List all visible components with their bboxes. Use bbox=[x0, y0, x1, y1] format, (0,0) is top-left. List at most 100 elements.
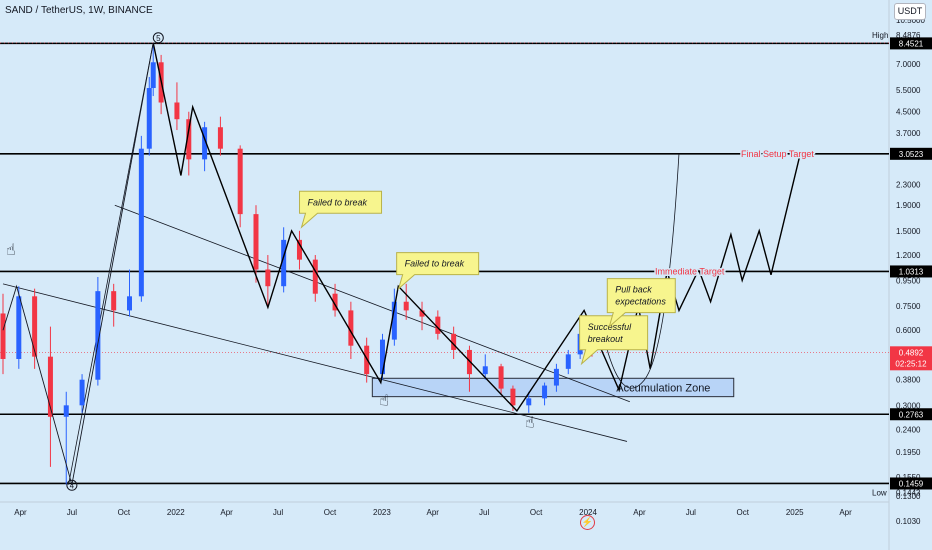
wave-marker bbox=[152, 32, 164, 44]
price-box bbox=[890, 37, 932, 50]
x-tick-label: Oct bbox=[324, 508, 337, 517]
high-value: 8.4876 bbox=[896, 31, 921, 40]
y-tick-label: 4.5000 bbox=[896, 108, 921, 117]
candle-body bbox=[150, 62, 156, 89]
zone-label: Accumulation Zone bbox=[616, 382, 710, 394]
callout-bubble bbox=[396, 252, 480, 291]
y-tick-label: 1.2000 bbox=[896, 251, 921, 260]
candle-body bbox=[332, 293, 338, 311]
y-tick-label: 0.1030 bbox=[896, 517, 921, 526]
candle-body bbox=[217, 127, 223, 149]
candle-body bbox=[391, 301, 397, 340]
wave-label: 5 bbox=[156, 34, 161, 43]
candle-body bbox=[174, 102, 180, 120]
y-tick-label: 0.3800 bbox=[896, 376, 921, 385]
callout: Successful breakout bbox=[579, 315, 649, 366]
callout-bubble bbox=[579, 315, 649, 366]
y-tick-label: 0.2400 bbox=[896, 426, 921, 435]
y-tick-label: 0.1550 bbox=[896, 473, 921, 482]
target-label: Immediate Target bbox=[655, 266, 725, 276]
candle-body bbox=[186, 119, 192, 160]
y-tick-label: 3.7000 bbox=[896, 129, 921, 138]
historic-wave-path bbox=[2, 42, 154, 485]
wave-marker bbox=[66, 479, 78, 491]
price-box-label: 0.2763 bbox=[899, 410, 924, 419]
x-tick-label: Apr bbox=[839, 508, 852, 517]
callout: Failed to break bbox=[396, 252, 480, 291]
candle-body bbox=[47, 356, 53, 417]
candle-body bbox=[111, 291, 117, 311]
x-tick-label: Apr bbox=[220, 508, 233, 517]
hand-pointer-icon: ☝ bbox=[6, 240, 16, 259]
projected-curve-path bbox=[604, 153, 680, 389]
x-tick-label: Jul bbox=[686, 508, 696, 517]
x-tick-label: Jul bbox=[67, 508, 77, 517]
price-box-label: 0.1459 bbox=[899, 479, 924, 488]
candle-body bbox=[435, 316, 441, 334]
callout-text: Failed to break bbox=[308, 197, 368, 207]
y-tick-label: 0.7500 bbox=[896, 302, 921, 311]
candle-body bbox=[146, 88, 152, 149]
y-tick-label: 5.5000 bbox=[896, 86, 921, 95]
x-tick-label: Oct bbox=[118, 508, 131, 517]
candle-body bbox=[379, 339, 385, 375]
price-box-label: 3.0523 bbox=[899, 150, 924, 159]
price-box bbox=[890, 408, 932, 421]
x-tick-label: Oct bbox=[530, 508, 543, 517]
callout-bubble bbox=[299, 190, 383, 229]
candle-body bbox=[16, 296, 22, 359]
callout-text: Failed to break bbox=[405, 259, 465, 269]
low-value: 0.1443 bbox=[896, 489, 921, 498]
candle-body bbox=[0, 313, 6, 359]
x-tick-label: Apr bbox=[14, 508, 27, 517]
countdown-label: 02:25:12 bbox=[895, 359, 927, 368]
candle-body bbox=[296, 239, 302, 260]
candle-body bbox=[466, 349, 472, 375]
y-tick-label: 1.5000 bbox=[896, 227, 921, 236]
target-label: Final Setup Target bbox=[741, 149, 814, 159]
callout-text: breakout bbox=[588, 334, 624, 344]
candle-body bbox=[419, 310, 425, 317]
y-tick-label: 0.9500 bbox=[896, 276, 921, 285]
candle-body bbox=[281, 239, 287, 287]
candle-body bbox=[565, 354, 571, 369]
candle-body bbox=[265, 269, 271, 287]
callout: Pull back expectations bbox=[606, 278, 676, 329]
candle-body bbox=[95, 291, 101, 380]
accumulation-zone bbox=[371, 377, 735, 398]
y-tick-label: 0.1950 bbox=[896, 448, 921, 457]
wave-label: 4 bbox=[70, 481, 75, 490]
candle-body bbox=[126, 296, 132, 311]
y-tick-label: 0.1300 bbox=[896, 492, 921, 501]
price-box bbox=[890, 265, 932, 278]
candle-body bbox=[312, 259, 318, 294]
candle-body bbox=[553, 368, 559, 386]
trend-line bbox=[2, 283, 628, 442]
callout-text: expectations bbox=[615, 297, 666, 307]
price-box bbox=[890, 477, 932, 490]
candle-body bbox=[253, 214, 259, 270]
candle-body bbox=[542, 385, 548, 399]
currency-button[interactable]: USDT bbox=[894, 3, 926, 20]
y-tick-label: 0.3000 bbox=[896, 401, 921, 410]
callout-bubble bbox=[606, 278, 676, 329]
high-caption: High bbox=[872, 31, 888, 40]
candle-body bbox=[526, 398, 532, 406]
x-tick-label: Oct bbox=[737, 508, 750, 517]
current-price-box bbox=[890, 346, 932, 371]
chart-title: SAND / TetherUS, 1W, BINANCE bbox=[5, 5, 153, 16]
y-tick-label: 2.3000 bbox=[896, 180, 921, 189]
callout: Failed to break bbox=[299, 190, 383, 229]
candle-body bbox=[482, 366, 488, 375]
hand-pointer-icon: ☝ bbox=[525, 412, 535, 431]
current-price-label: 0.4892 bbox=[899, 348, 924, 357]
x-tick-label: 2025 bbox=[786, 508, 804, 517]
y-tick-label: 10.5000 bbox=[896, 16, 925, 25]
x-tick-label: Jul bbox=[273, 508, 283, 517]
candle-body bbox=[202, 127, 208, 160]
low-caption: Low bbox=[872, 489, 887, 498]
callout-text: Successful bbox=[588, 322, 633, 332]
lightning-icon[interactable]: ⚡ bbox=[580, 515, 595, 530]
x-tick-label: Apr bbox=[427, 508, 440, 517]
